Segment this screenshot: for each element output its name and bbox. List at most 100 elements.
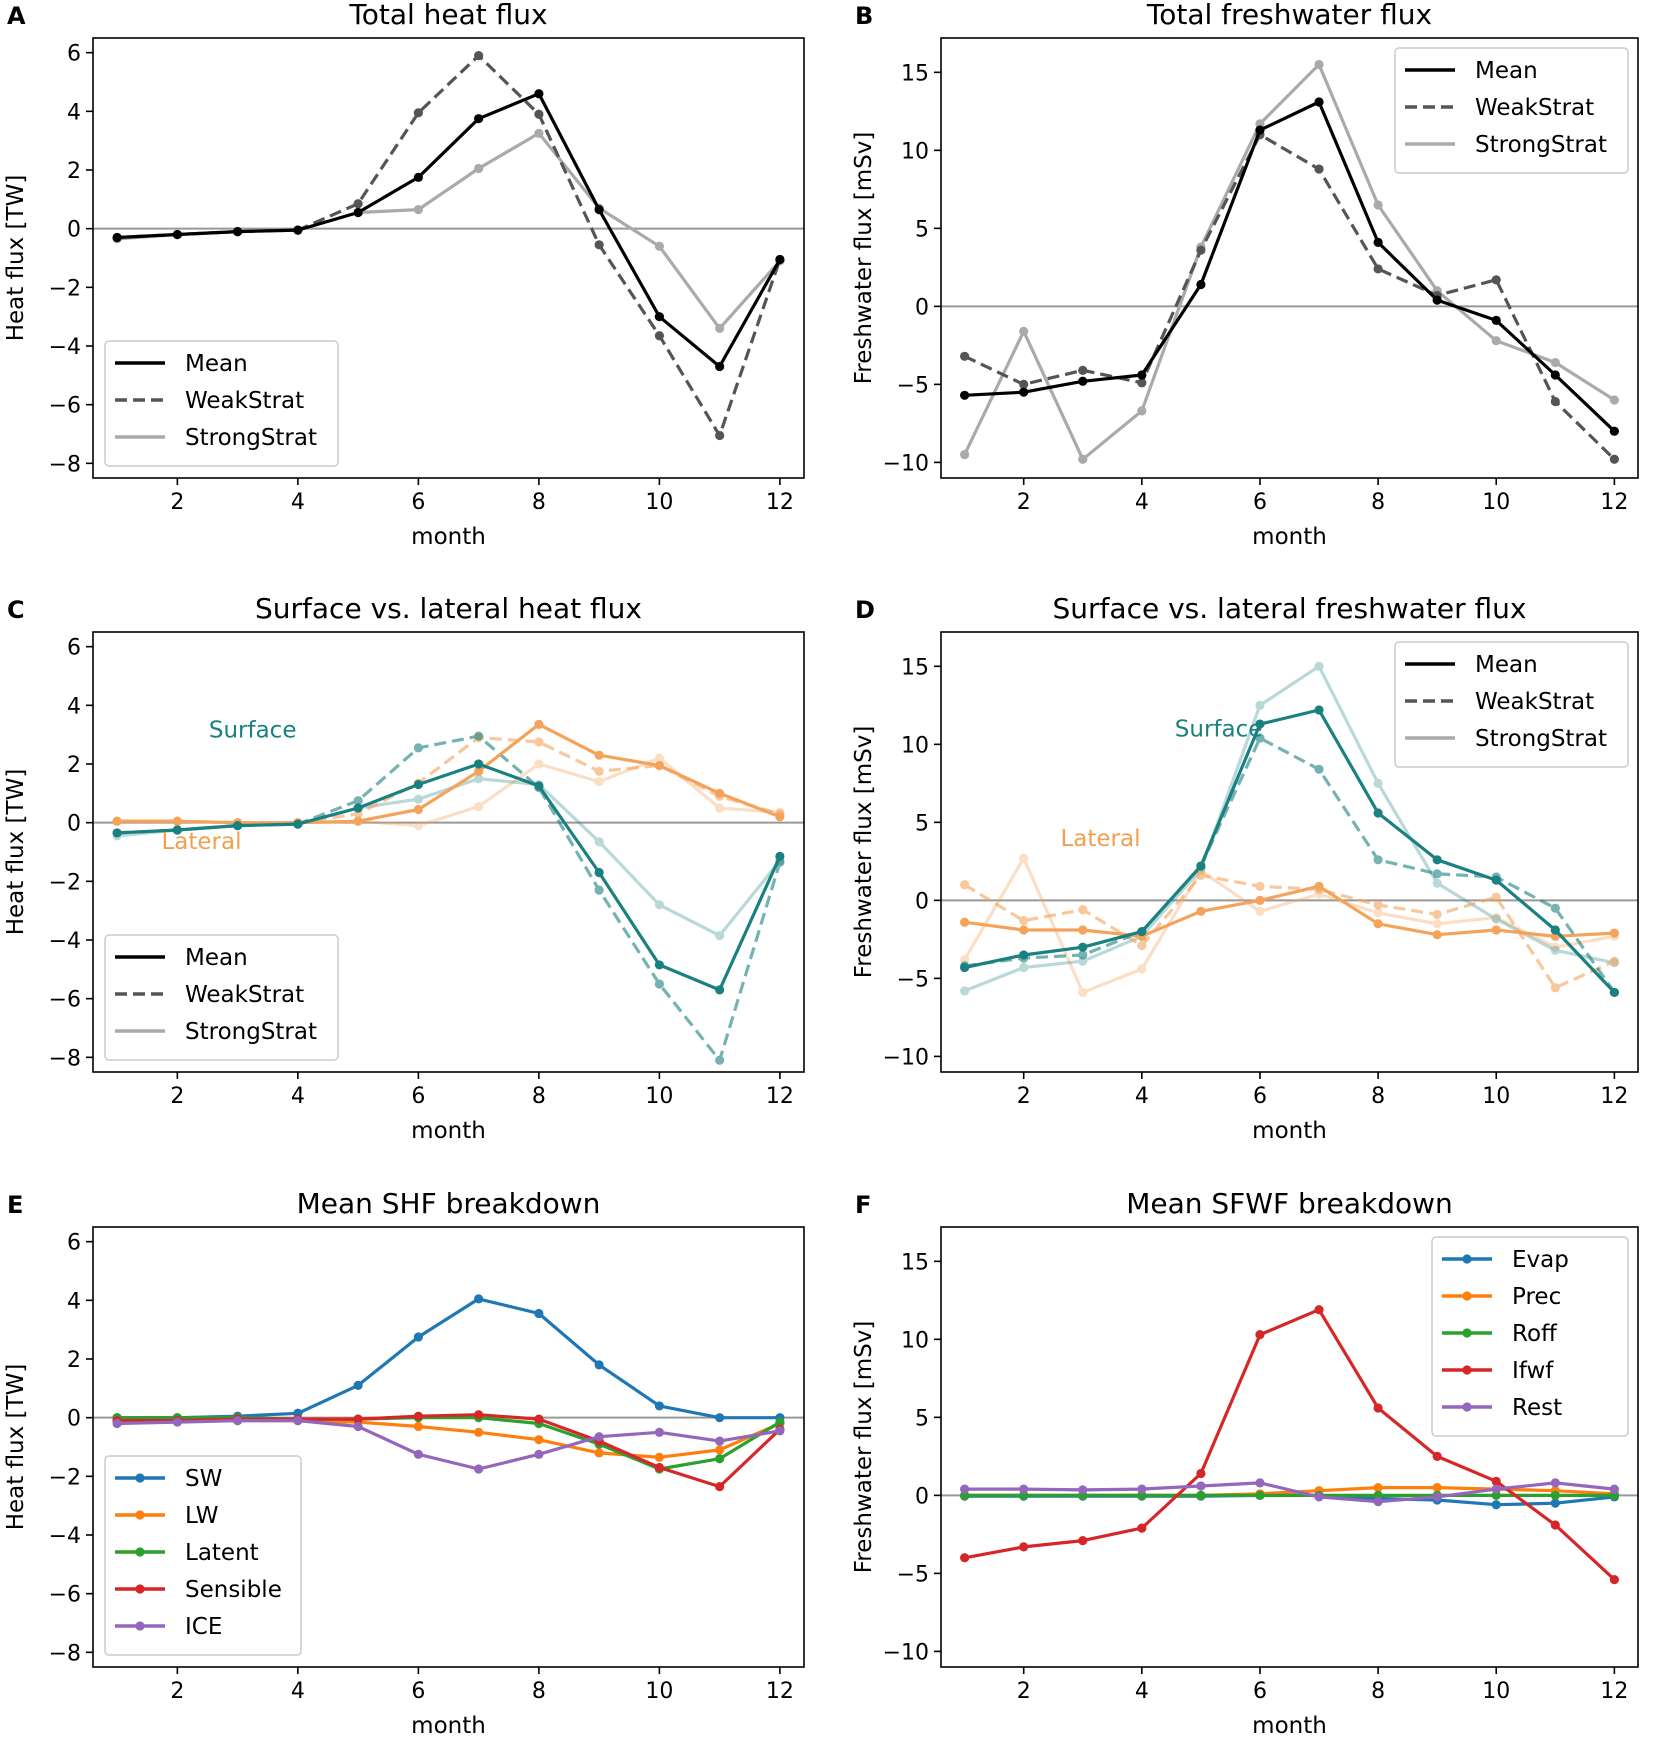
- series-lw: [112, 1416, 785, 1462]
- annotation-surface: Surface: [209, 718, 297, 744]
- x-axis-label: month: [1252, 524, 1327, 550]
- data-point: [1196, 906, 1206, 916]
- data-point: [715, 788, 725, 798]
- axes-frame: [940, 1226, 1639, 1668]
- data-point: [654, 1401, 664, 1411]
- data-point: [1196, 870, 1206, 881]
- data-point: [960, 917, 970, 927]
- legend: Mean WeakStrat StrongStrat: [1394, 641, 1629, 768]
- legend-marker: [1462, 1365, 1472, 1375]
- data-point: [1314, 164, 1324, 174]
- legend-label: StrongStrat: [1475, 726, 1607, 752]
- data-point: [1609, 426, 1619, 436]
- data-point: [413, 1421, 423, 1432]
- x-tick-label: 12: [766, 490, 794, 515]
- data-point: [1550, 945, 1560, 955]
- x-tick-label: 6: [1253, 490, 1267, 515]
- y-tick-label: 6: [67, 1231, 81, 1256]
- data-point: [1019, 962, 1029, 973]
- panel-c: C Surface vs. lateral heat flux 2 4 6 8 10 12 −8…: [3, 592, 805, 1144]
- data-point: [654, 960, 664, 970]
- data-point: [775, 812, 785, 822]
- series-line: [964, 736, 1616, 994]
- y-tick-label: −5: [897, 1562, 929, 1587]
- data-point: [1609, 928, 1619, 938]
- legend-label: WeakStrat: [185, 388, 304, 414]
- data-point: [474, 1410, 484, 1420]
- y-tick-label: 0: [67, 812, 81, 837]
- data-point: [1491, 1476, 1501, 1486]
- series-line: [115, 131, 782, 330]
- series-line: [115, 1418, 782, 1459]
- series-line: [962, 708, 1617, 995]
- data-point: [1196, 279, 1206, 290]
- x-tick-label: 6: [411, 1679, 425, 1704]
- data-point: [353, 816, 363, 826]
- series-surface-strongstrat: [112, 774, 785, 941]
- y-tick-label: 4: [67, 100, 81, 125]
- y-tick-label: 10: [901, 733, 929, 758]
- data-point: [654, 331, 664, 341]
- data-point: [715, 323, 725, 333]
- data-point: [715, 1445, 725, 1455]
- data-point: [474, 1294, 484, 1304]
- y-tick-label: −5: [897, 373, 929, 398]
- series-group: [960, 1305, 1619, 1585]
- y-tick-label: 6: [67, 42, 81, 67]
- x-tick-label: 2: [1017, 1679, 1031, 1704]
- axes-frame: [92, 37, 805, 479]
- data-point: [474, 731, 484, 741]
- data-point: [1019, 326, 1029, 336]
- panel-letter: F: [855, 1191, 871, 1219]
- axes-frame: [92, 1226, 805, 1668]
- series-line: [962, 1481, 1617, 1504]
- legend-label: Prec: [1512, 1284, 1561, 1310]
- x-tick-label: 10: [1482, 490, 1510, 515]
- data-point: [353, 803, 363, 813]
- data-point: [960, 986, 970, 996]
- data-point: [1255, 906, 1265, 916]
- data-point: [1550, 1478, 1560, 1488]
- data-point: [594, 750, 604, 760]
- data-point: [1432, 919, 1442, 929]
- legend-label: StrongStrat: [1475, 132, 1607, 158]
- data-point: [594, 885, 604, 895]
- y-tick-label: 5: [915, 1406, 929, 1431]
- data-point: [1373, 200, 1383, 210]
- data-point: [715, 430, 725, 441]
- legend: Mean WeakStrat StrongStrat: [104, 340, 339, 467]
- data-point: [353, 207, 363, 218]
- x-tick-label: 4: [1135, 1679, 1149, 1704]
- legend-box: [104, 1455, 302, 1656]
- data-point: [715, 931, 725, 941]
- y-axis-label: Freshwater flux [mSv]: [851, 132, 877, 385]
- data-point: [474, 759, 484, 769]
- data-point: [594, 1448, 604, 1458]
- data-point: [413, 108, 423, 118]
- legend-marker: [1462, 1402, 1472, 1412]
- y-tick-label: 2: [67, 159, 81, 184]
- data-point: [172, 229, 182, 240]
- data-point: [1373, 264, 1383, 274]
- legend-marker: [1462, 1291, 1472, 1301]
- x-tick-label: 2: [170, 1679, 184, 1704]
- data-point: [1491, 912, 1501, 923]
- series-line: [963, 873, 1616, 990]
- data-point: [1137, 370, 1147, 380]
- legend-marker: [135, 1510, 145, 1520]
- legend-box: [104, 934, 339, 1061]
- data-point: [233, 227, 243, 237]
- data-point: [654, 900, 664, 910]
- data-point: [534, 737, 544, 747]
- data-point: [594, 766, 604, 776]
- legend-label: StrongStrat: [185, 1019, 317, 1045]
- series-line: [962, 664, 1617, 993]
- legend-label: Mean: [1475, 652, 1538, 678]
- data-point: [293, 819, 303, 829]
- data-point: [1609, 1575, 1619, 1585]
- legend-label: WeakStrat: [1475, 689, 1594, 715]
- x-tick-label: 4: [291, 1679, 305, 1704]
- data-point: [775, 851, 785, 862]
- series-surface-mean: [960, 705, 1619, 998]
- data-point: [534, 1414, 544, 1424]
